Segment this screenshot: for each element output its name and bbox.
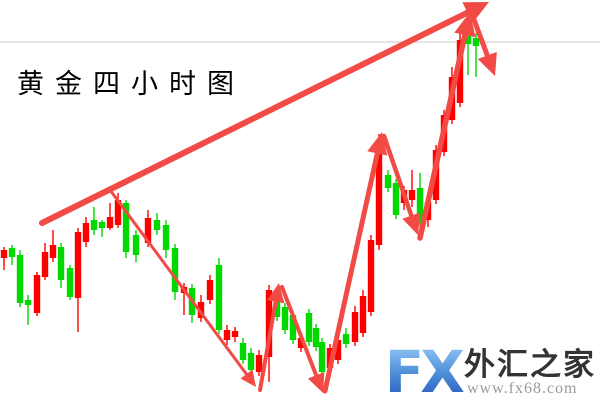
candle-body-up <box>297 338 305 348</box>
candle-body-down <box>8 248 16 257</box>
zigzag-arrow-6-arrowhead-icon <box>454 12 476 38</box>
candle-body-down <box>16 255 24 303</box>
candle-body-down <box>312 328 320 347</box>
candle-body-up <box>351 312 359 342</box>
candle-body-down <box>132 235 140 255</box>
trendline-arrow-shaft <box>39 8 474 226</box>
zigzag-arrow-5-arrowhead-icon <box>402 212 421 235</box>
candle-body-up <box>197 302 205 318</box>
candle-body-down <box>66 268 74 297</box>
trendline-arrow-arrowhead-icon <box>462 2 489 24</box>
zigzag-arrow-6-shaft <box>417 29 469 241</box>
candle-body-up <box>265 290 273 357</box>
candle-body-up <box>206 280 214 300</box>
candle-body-down <box>342 334 350 344</box>
zigzag-arrow-2-arrowhead-icon <box>267 283 285 304</box>
candle-body-up <box>367 240 375 312</box>
candle-body-up <box>408 190 416 200</box>
watermark-fx-logo: FX <box>385 343 465 400</box>
zigzag-arrow-4-arrowhead-icon <box>367 132 388 156</box>
candle-body-up <box>255 355 263 372</box>
watermark: FX 外汇之家 www.fx68.com <box>385 343 596 400</box>
candle-body-down <box>273 300 281 317</box>
candle-body-down <box>247 353 255 370</box>
candle-body-up <box>82 223 90 242</box>
candle-body-up <box>456 40 464 103</box>
candle-body-up <box>144 218 152 243</box>
candle-body-down <box>392 183 400 215</box>
candle-body-up <box>223 330 231 340</box>
candle-body-down <box>239 343 247 360</box>
candle-body-up <box>106 217 114 228</box>
watermark-site-name: 外汇之家 <box>464 347 596 382</box>
zigzag-arrow-4-shaft <box>322 148 381 394</box>
candle-body-up <box>0 250 8 258</box>
candle-body-down <box>215 265 223 330</box>
zigzag-arrow-7-arrowhead-icon <box>477 51 497 76</box>
candle-body-down <box>90 220 98 230</box>
candle-body-up <box>33 275 41 313</box>
candle-body-down <box>289 315 297 340</box>
watermark-text-block: 外汇之家 www.fx68.com <box>464 348 596 397</box>
candle-body-down <box>318 342 326 372</box>
candle-body-down <box>464 36 472 44</box>
zigzag-arrow-5-shaft <box>381 133 415 221</box>
candle-body-down <box>24 300 32 305</box>
chart-title: 黄金四小时图 <box>17 69 245 100</box>
candle-body-down <box>98 222 106 228</box>
candle-body-up <box>375 140 383 245</box>
candle-body-down <box>472 38 480 46</box>
candle-body-up <box>41 252 49 277</box>
candle-body-down <box>416 188 424 222</box>
candle-body-up <box>49 245 57 258</box>
candle-body-down <box>122 203 130 252</box>
candle-body-down <box>305 313 313 342</box>
candle-body-down <box>153 220 161 230</box>
zigzag-arrow-2-shaft <box>258 296 279 392</box>
candle-body-up <box>231 331 239 337</box>
candle-body-down <box>57 247 65 280</box>
zigzag-arrow-3-shaft <box>280 285 320 381</box>
candle-body-down <box>384 175 392 188</box>
zigzag-arrow-1-arrowhead-icon <box>240 369 256 387</box>
zigzag-arrow-7-shaft <box>470 14 491 61</box>
candle-body-down <box>281 307 289 330</box>
candle-body-up <box>359 296 367 333</box>
zigzag-arrow-3-arrowhead-icon <box>307 372 325 393</box>
candle-body-down <box>162 225 170 250</box>
candle-body-up <box>334 340 342 360</box>
zigzag-arrow-1-shaft <box>108 188 250 379</box>
candle-body-up <box>74 232 82 298</box>
candle-body-down <box>171 248 179 292</box>
candle-body-up <box>114 200 122 225</box>
watermark-site-url: www.fx68.com <box>467 380 578 397</box>
